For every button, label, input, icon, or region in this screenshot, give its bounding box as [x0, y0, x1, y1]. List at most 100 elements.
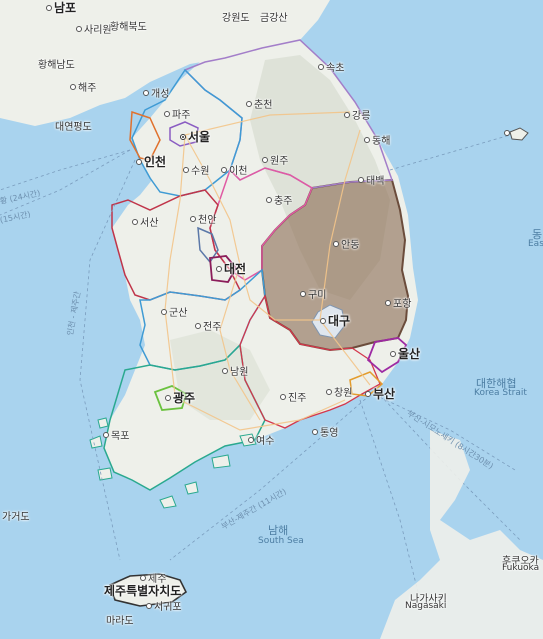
label-gunsan: 군산 [161, 304, 187, 319]
busan-border [349, 371, 384, 397]
city-marker-icon [385, 299, 391, 306]
city-marker-icon [504, 130, 510, 136]
city-marker-icon [358, 176, 364, 183]
label-pohang: 포항 [385, 295, 411, 310]
daegu-region [311, 304, 346, 339]
label-paju: 파주 [164, 106, 190, 121]
ferry-routes [0, 134, 521, 601]
label-jeju: 제주 [140, 570, 166, 585]
terrain-shading-south [170, 330, 270, 420]
label-nagasaki: 나가사키 [410, 594, 447, 605]
label-chuncheon: 춘천 [246, 96, 272, 111]
city-marker-icon [216, 265, 222, 272]
city-marker-icon [262, 156, 268, 163]
city-marker-icon [46, 4, 52, 11]
japan-coast [380, 430, 543, 639]
label-gangwondo: 강원도 [222, 13, 250, 24]
label-icheon: 이천 [221, 162, 247, 177]
city-marker-icon [146, 602, 152, 609]
jeonnam-border [103, 343, 266, 491]
label-gageodo: 가거도 [2, 512, 30, 523]
label-nagasaki-en: Nagasaki [405, 601, 447, 611]
incheon-border [129, 110, 161, 161]
label-hwanghae-bukdo: 황해북도 [110, 22, 147, 33]
city-marker-icon [132, 218, 138, 225]
city-marker-icon [190, 215, 196, 222]
label-east-sea-en: East [528, 239, 543, 249]
north-korea-land [0, 0, 330, 126]
label-tongyeong: 통영 [312, 424, 338, 439]
label-sokcho: 속초 [318, 59, 344, 74]
label-andong: 안동 [333, 236, 359, 251]
city-marker-icon [365, 390, 371, 397]
label-marado: 마라도 [106, 616, 134, 627]
seoul-border [169, 121, 199, 147]
city-marker-icon [318, 63, 324, 70]
label-jeonju: 전주 [195, 318, 221, 333]
capital-marker-icon [180, 133, 186, 140]
city-marker-icon [183, 166, 189, 173]
label-busan: 부산 [365, 385, 395, 402]
city-marker-icon [344, 111, 350, 118]
label-hwanghae-namdo: 황해남도 [38, 60, 75, 71]
city-marker-icon [390, 350, 396, 357]
label-taebaek: 태백 [358, 172, 384, 187]
city-marker-icon [136, 158, 142, 165]
label-wonju: 원주 [262, 152, 288, 167]
label-daejeon: 대전 [216, 260, 246, 277]
city-marker-icon [320, 317, 326, 324]
city-marker-icon [70, 83, 76, 90]
label-seogwipo: 서귀포 [146, 598, 182, 613]
daejeon-border [209, 255, 238, 283]
label-korea-strait: 대한해협 [476, 377, 517, 390]
label-gumi: 구미 [300, 286, 326, 301]
city-marker-icon [103, 431, 109, 438]
label-fukuoka-en: Fukuoka [502, 563, 540, 573]
city-marker-icon [164, 110, 170, 117]
gwangju-border [153, 385, 188, 411]
city-marker-icon [221, 166, 227, 173]
label-seosan: 서산 [132, 214, 158, 229]
city-marker-icon [364, 136, 370, 143]
label-yeosu: 여수 [248, 432, 274, 447]
sejong-border [197, 226, 219, 264]
city-marker-icon [312, 428, 318, 435]
city-marker-icon [280, 393, 286, 400]
label-cheonan: 천안 [190, 211, 216, 226]
label-namwon: 남원 [222, 363, 248, 378]
label-south-sea-en: South Sea [258, 536, 304, 546]
gyeongnam-border [239, 294, 381, 429]
city-marker-icon [300, 290, 306, 297]
label-suwon: 수원 [183, 162, 209, 177]
label-korea-strait-en: Korea Strait [474, 388, 527, 398]
label-changwon: 창원 [326, 384, 352, 399]
ulsan-border [366, 337, 408, 374]
city-marker-icon [76, 25, 82, 32]
label-daegu: 대구 [320, 312, 350, 329]
label-ulsan: 울산 [390, 345, 420, 362]
label-haeju: 해주 [70, 79, 96, 94]
city-marker-icon [248, 436, 254, 443]
road-network [164, 111, 371, 431]
label-seoul: 서울 [180, 128, 210, 145]
label-gaeseong: 개성 [143, 85, 169, 100]
label-east-sea: 동 [532, 228, 543, 241]
label-jeju-province: 제주특별자치도 [104, 584, 182, 598]
city-marker-icon [333, 240, 339, 247]
city-marker-icon [266, 196, 272, 203]
label-jinju: 진주 [280, 389, 306, 404]
label-ulleungdo-marker [504, 128, 512, 139]
city-marker-icon [195, 322, 201, 329]
city-marker-icon [140, 574, 146, 581]
label-geumgangsan: 금강산 [260, 13, 288, 24]
label-mokpo: 목포 [103, 427, 129, 442]
city-marker-icon [161, 308, 167, 315]
label-gangneung: 강릉 [344, 107, 370, 122]
label-nampo: 남포 [46, 0, 76, 16]
label-chungju: 충주 [266, 192, 292, 207]
city-marker-icon [165, 394, 171, 401]
city-marker-icon [143, 89, 149, 96]
label-yeonpyeongdo: 대연평도 [55, 122, 92, 133]
